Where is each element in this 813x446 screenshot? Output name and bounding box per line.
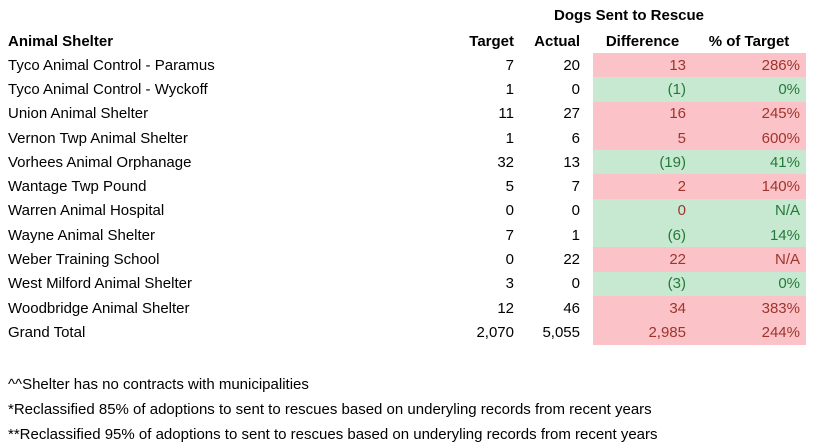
pct-of-target-cell: 0% xyxy=(692,271,806,296)
target-cell: 7 xyxy=(505,56,514,74)
pct-of-target-cell: 286% xyxy=(692,53,806,78)
footnote-reclassified-85: *Reclassified 85% of adoptions to sent t… xyxy=(8,400,652,418)
pct-of-target-cell: 383% xyxy=(692,295,806,321)
table-row: Tyco Animal Control - Wyckoff 1 0 (1) 0% xyxy=(0,77,813,102)
table-body: Tyco Animal Control - Paramus 7 20 13 28… xyxy=(0,53,813,345)
target-cell: 32 xyxy=(497,153,514,171)
target-cell: 0 xyxy=(505,251,514,269)
difference-cell: 22 xyxy=(593,247,692,272)
target-cell: 2,070 xyxy=(476,323,514,341)
difference-cell: (3) xyxy=(593,271,692,296)
shelter-name-cell: Woodbridge Animal Shelter xyxy=(8,299,190,317)
difference-cell: (1) xyxy=(593,77,692,102)
table-title: Dogs Sent to Rescue xyxy=(553,7,705,24)
difference-cell: (19) xyxy=(593,150,692,175)
dogs-sent-to-rescue-table: Dogs Sent to Rescue Animal Shelter Targe… xyxy=(0,2,813,345)
difference-cell: 16 xyxy=(593,101,692,126)
table-row: West Milford Animal Shelter 3 0 (3) 0% xyxy=(0,271,813,296)
table-header-row: Animal Shelter Target Actual Difference … xyxy=(0,29,813,53)
table-row: Grand Total 2,070 5,055 2,985 244% xyxy=(0,320,813,345)
pct-of-target-cell: 600% xyxy=(692,125,806,151)
actual-cell: 22 xyxy=(563,251,580,269)
shelter-name-cell: Union Animal Shelter xyxy=(8,105,149,123)
pct-of-target-cell: 14% xyxy=(692,223,806,248)
table-row: Wantage Twp Pound 5 7 2 140% xyxy=(0,174,813,199)
shelter-name-cell: Tyco Animal Control - Wyckoff xyxy=(8,80,208,98)
target-cell: 1 xyxy=(505,80,514,98)
column-header-pct-of-target: % of Target xyxy=(708,32,790,50)
difference-cell: 34 xyxy=(593,295,692,321)
footnote-reclassified-95: **Reclassified 95% of adoptions to sent … xyxy=(8,425,658,443)
target-cell: 1 xyxy=(505,129,514,147)
pct-of-target-cell: 140% xyxy=(692,174,806,199)
pct-of-target-cell: 41% xyxy=(692,150,806,175)
table-row: Vernon Twp Animal Shelter 1 6 5 600% xyxy=(0,125,813,151)
actual-cell: 20 xyxy=(563,56,580,74)
table-row: Woodbridge Animal Shelter 12 46 34 383% xyxy=(0,295,813,321)
table-title-row: Dogs Sent to Rescue xyxy=(0,2,813,29)
difference-cell: 5 xyxy=(593,125,692,151)
target-cell: 12 xyxy=(497,299,514,317)
difference-cell: 2,985 xyxy=(593,320,692,345)
table-row: Warren Animal Hospital 0 0 0 N/A xyxy=(0,198,813,224)
difference-cell: (6) xyxy=(593,223,692,248)
table-row: Vorhees Animal Orphanage 32 13 (19) 41% xyxy=(0,150,813,175)
actual-cell: 7 xyxy=(571,178,580,196)
pct-of-target-cell: N/A xyxy=(692,247,806,272)
shelter-name-cell: Weber Training School xyxy=(8,251,160,269)
table-row: Tyco Animal Control - Paramus 7 20 13 28… xyxy=(0,53,813,78)
table-row: Wayne Animal Shelter 7 1 (6) 14% xyxy=(0,223,813,248)
actual-cell: 0 xyxy=(571,80,580,98)
target-cell: 3 xyxy=(505,275,514,293)
target-cell: 5 xyxy=(505,178,514,196)
actual-cell: 1 xyxy=(571,226,580,244)
pct-of-target-cell: 0% xyxy=(692,77,806,102)
column-header-animal-shelter: Animal Shelter xyxy=(8,32,114,50)
shelter-name-cell: Grand Total xyxy=(8,323,86,341)
column-header-target: Target xyxy=(469,32,514,50)
pct-of-target-cell: N/A xyxy=(692,198,806,224)
actual-cell: 0 xyxy=(571,202,580,220)
shelter-name-cell: Wayne Animal Shelter xyxy=(8,226,156,244)
difference-cell: 0 xyxy=(593,198,692,224)
target-cell: 0 xyxy=(505,202,514,220)
difference-cell: 13 xyxy=(593,53,692,78)
shelter-name-cell: West Milford Animal Shelter xyxy=(8,275,192,293)
actual-cell: 27 xyxy=(563,105,580,123)
actual-cell: 13 xyxy=(563,153,580,171)
shelter-name-cell: Vorhees Animal Orphanage xyxy=(8,153,192,171)
footnotes: ^^Shelter has no contracts with municipa… xyxy=(0,372,813,446)
column-header-difference: Difference xyxy=(605,32,680,50)
shelter-name-cell: Wantage Twp Pound xyxy=(8,178,147,196)
target-cell: 11 xyxy=(498,105,514,123)
table-row: Weber Training School 0 22 22 N/A xyxy=(0,247,813,272)
pct-of-target-cell: 244% xyxy=(692,320,806,345)
shelter-name-cell: Tyco Animal Control - Paramus xyxy=(8,56,215,74)
actual-cell: 5,055 xyxy=(542,323,580,341)
actual-cell: 46 xyxy=(563,299,580,317)
column-header-actual: Actual xyxy=(534,32,580,50)
table-row: Union Animal Shelter 11 27 16 245% xyxy=(0,101,813,126)
shelter-name-cell: Vernon Twp Animal Shelter xyxy=(8,129,188,147)
actual-cell: 6 xyxy=(571,129,580,147)
actual-cell: 0 xyxy=(571,275,580,293)
footnote-no-contracts: ^^Shelter has no contracts with municipa… xyxy=(8,375,309,393)
shelter-name-cell: Warren Animal Hospital xyxy=(8,202,165,220)
target-cell: 7 xyxy=(505,226,514,244)
difference-cell: 2 xyxy=(593,174,692,199)
pct-of-target-cell: 245% xyxy=(692,101,806,126)
